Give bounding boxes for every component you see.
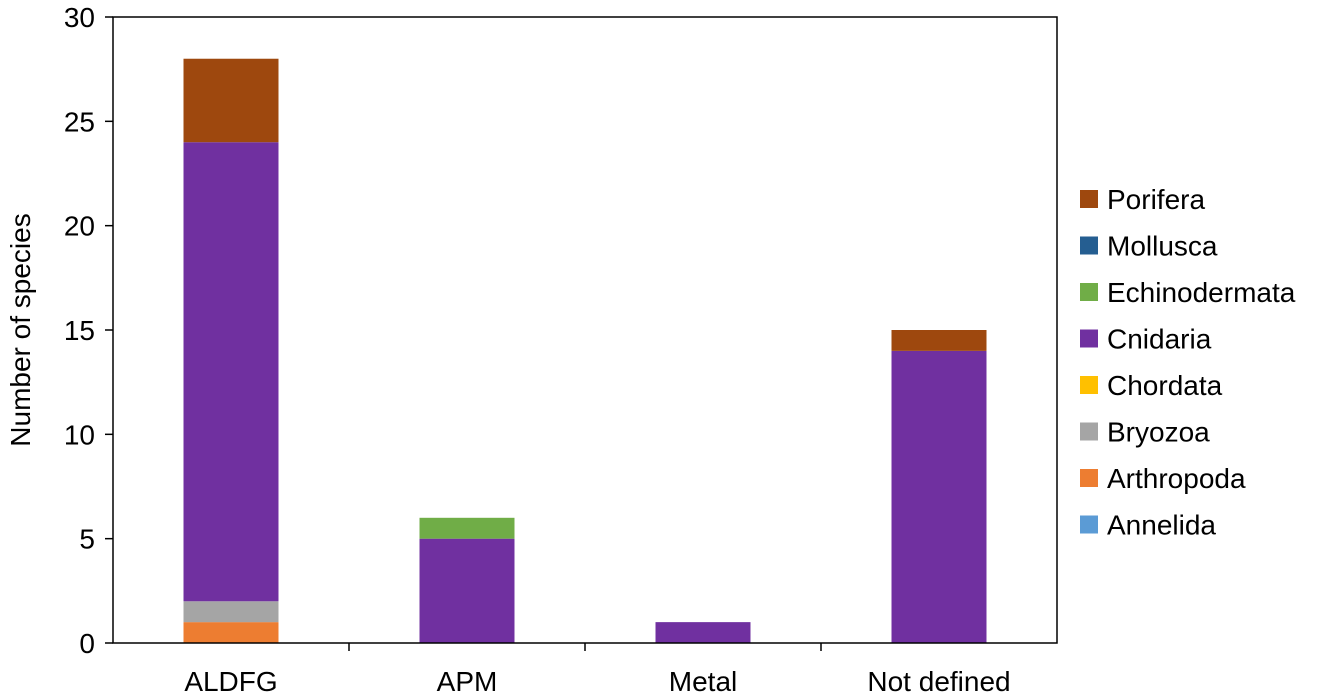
legend-swatch-annelida bbox=[1080, 515, 1098, 534]
legend-label-chordata: Chordata bbox=[1107, 370, 1223, 401]
legend-swatch-porifera bbox=[1080, 190, 1098, 208]
x-axis: ALDFG APM Metal Not defined bbox=[184, 643, 1011, 695]
legend-label-annelida: Annelida bbox=[1107, 510, 1216, 541]
legend-swatch-bryozoa bbox=[1080, 422, 1098, 441]
legend-swatch-chordata bbox=[1080, 376, 1098, 394]
y-axis: 0 5 10 15 20 25 30 bbox=[64, 2, 113, 659]
y-tick-label: 5 bbox=[79, 524, 95, 555]
legend-label-bryozoa: Bryozoa bbox=[1107, 417, 1210, 448]
legend-swatch-arthropoda bbox=[1080, 469, 1098, 487]
y-axis-title: Number of species bbox=[5, 213, 36, 446]
legend-label-cnidaria: Cnidaria bbox=[1107, 324, 1212, 355]
legend-label-porifera: Porifera bbox=[1107, 184, 1205, 215]
bar-segment-apm-echinodermata bbox=[419, 517, 515, 539]
legend-label-mollusca: Mollusca bbox=[1107, 231, 1218, 262]
y-tick-label: 30 bbox=[64, 2, 95, 33]
bar-segment-aldfg-porifera bbox=[183, 58, 279, 143]
bar-segment-not-defined-cnidaria bbox=[891, 350, 987, 643]
y-tick-label: 10 bbox=[64, 419, 95, 450]
legend: Porifera Mollusca Echinodermata Cnidaria Cho… bbox=[1080, 184, 1296, 541]
y-tick-label: 0 bbox=[79, 628, 95, 659]
bars bbox=[183, 58, 987, 643]
legend-label-arthropoda: Arthropoda bbox=[1107, 463, 1246, 494]
y-tick-label: 15 bbox=[64, 315, 95, 346]
legend-swatch-cnidaria bbox=[1080, 329, 1098, 348]
x-tick-label-aldfg: ALDFG bbox=[184, 666, 277, 695]
x-tick-label-not-defined: Not defined bbox=[867, 666, 1010, 695]
legend-swatch-echinodermata bbox=[1080, 283, 1098, 301]
bar-segment-metal-cnidaria bbox=[655, 622, 751, 643]
x-tick-label-metal: Metal bbox=[669, 666, 737, 695]
bar-segment-aldfg-arthropoda bbox=[183, 622, 279, 643]
x-tick-label-apm: APM bbox=[437, 666, 498, 695]
bar-segment-aldfg-bryozoa bbox=[183, 601, 279, 623]
bar-segment-apm-cnidaria bbox=[419, 538, 515, 643]
y-tick-label: 20 bbox=[64, 211, 95, 242]
legend-swatch-mollusca bbox=[1080, 236, 1098, 255]
bar-segment-aldfg-cnidaria bbox=[183, 142, 279, 602]
bar-segment-not-defined-porifera bbox=[891, 330, 987, 351]
legend-label-echinodermata: Echinodermata bbox=[1107, 277, 1296, 308]
y-tick-label: 25 bbox=[64, 106, 95, 137]
